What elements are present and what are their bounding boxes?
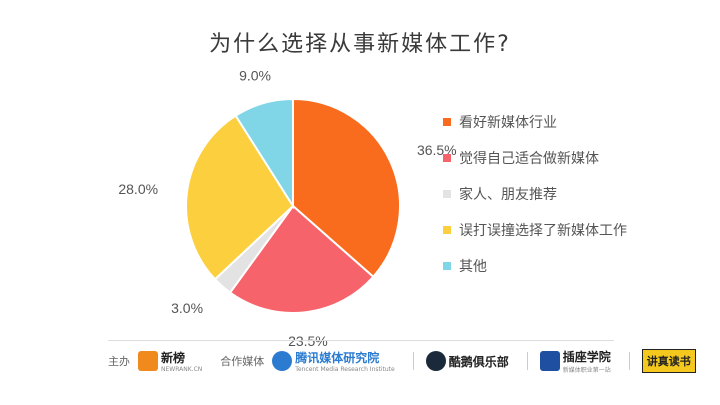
legend-swatch [443,226,451,234]
slice-percent-label: 3.0% [171,300,203,316]
logo-sub: 新媒体职业第一站 [562,367,611,374]
socket-logo-icon [539,351,560,371]
logo-chazuo: 插座学院 新媒体职业第一站 [539,348,611,374]
logo-sub: NEWRANK.CN [161,366,203,373]
pie-slice [292,97,401,279]
logo-separator [526,352,528,370]
legend-label: 家人、朋友推荐 [459,187,557,203]
tencent-logo-icon [272,351,293,371]
pie-slice [185,114,295,281]
legend-swatch [443,190,451,198]
chart-legend: 看好新媒体行业 觉得自己适合做新媒体 家人、朋友推荐 误打误撞选择了新媒体工作 … [443,104,627,284]
logo-xinbang: 新榜 NEWRANK.CN [138,349,202,373]
footer: 主办 新榜 NEWRANK.CN 合作媒体 腾讯媒体研究院 Tencent Me… [108,347,696,375]
logo-name: 插座学院 [562,350,611,364]
logo-tencent: 腾讯媒体研究院 Tencent Media Research Institute [272,349,395,373]
logo-kue: 酷鹅俱乐部 [425,351,509,371]
logo-separator [628,352,630,370]
legend-label: 看好新媒体行业 [459,115,557,131]
legend-label: 误打误撞选择了新媒体工作 [459,223,627,239]
legend-swatch [443,154,451,162]
pie-slice [228,204,375,314]
legend-label: 觉得自己适合做新媒体 [459,151,599,167]
chart-title: 为什么选择从事新媒体工作? [209,32,511,57]
host-label: 主办 [108,355,130,368]
slice-percent-label: 23.5% [288,333,328,349]
legend-swatch [443,118,451,126]
pie-slice [234,97,294,210]
slice-percent-label: 9.0% [239,67,271,83]
footer-divider [108,340,614,341]
legend-swatch [443,262,451,270]
logo-separator [412,352,414,370]
partner-label: 合作媒体 [220,355,265,368]
penguin-logo-icon [425,351,446,371]
slice-percent-label: 28.0% [118,181,158,197]
logo-name: 酷鹅俱乐部 [448,354,509,369]
legend-item: 家人、朋友推荐 [443,176,627,212]
logo-jiangzhen: 讲真读书 [641,349,696,373]
legend-label: 其他 [459,259,487,275]
logo-name: 腾讯媒体研究院 [295,351,380,365]
logo-sub: Tencent Media Research Institute [295,366,395,373]
legend-item: 误打误撞选择了新媒体工作 [443,212,627,248]
legend-item: 觉得自己适合做新媒体 [443,140,627,176]
legend-item: 其他 [443,248,627,284]
logo-name: 新榜 [161,351,186,365]
xinbang-logo-icon [138,351,158,371]
legend-item: 看好新媒体行业 [443,104,627,140]
